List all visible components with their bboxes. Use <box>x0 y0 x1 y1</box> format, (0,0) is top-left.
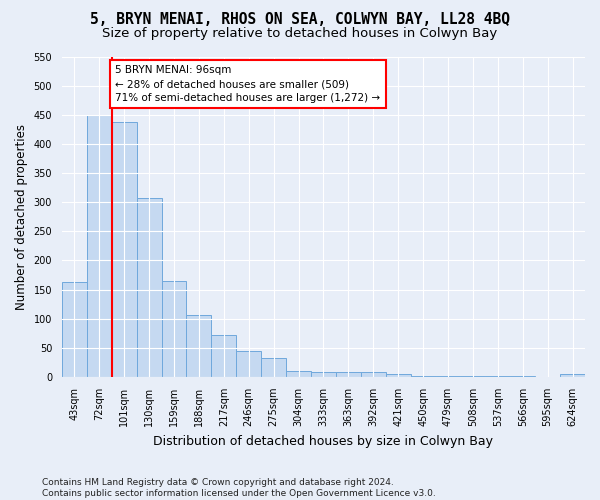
Text: 5 BRYN MENAI: 96sqm
← 28% of detached houses are smaller (509)
71% of semi-detac: 5 BRYN MENAI: 96sqm ← 28% of detached ho… <box>115 65 380 103</box>
Bar <box>336 372 361 377</box>
Bar <box>311 372 336 377</box>
Text: 5, BRYN MENAI, RHOS ON SEA, COLWYN BAY, LL28 4BQ: 5, BRYN MENAI, RHOS ON SEA, COLWYN BAY, … <box>90 12 510 28</box>
Bar <box>436 376 460 377</box>
Bar <box>410 376 436 377</box>
Bar <box>485 376 510 377</box>
Bar <box>187 315 211 377</box>
Text: Size of property relative to detached houses in Colwyn Bay: Size of property relative to detached ho… <box>103 28 497 40</box>
Bar <box>236 352 261 377</box>
Bar <box>112 122 137 377</box>
Bar <box>510 376 535 377</box>
Bar <box>62 282 87 377</box>
Bar <box>161 281 187 377</box>
Bar <box>261 358 286 377</box>
Bar <box>460 376 485 377</box>
Y-axis label: Number of detached properties: Number of detached properties <box>15 124 28 310</box>
Bar <box>286 371 311 377</box>
Bar <box>386 374 410 377</box>
Bar <box>137 198 161 377</box>
X-axis label: Distribution of detached houses by size in Colwyn Bay: Distribution of detached houses by size … <box>154 434 493 448</box>
Bar <box>560 374 585 377</box>
Bar <box>211 335 236 377</box>
Bar <box>361 372 386 377</box>
Text: Contains HM Land Registry data © Crown copyright and database right 2024.
Contai: Contains HM Land Registry data © Crown c… <box>42 478 436 498</box>
Bar <box>87 115 112 377</box>
